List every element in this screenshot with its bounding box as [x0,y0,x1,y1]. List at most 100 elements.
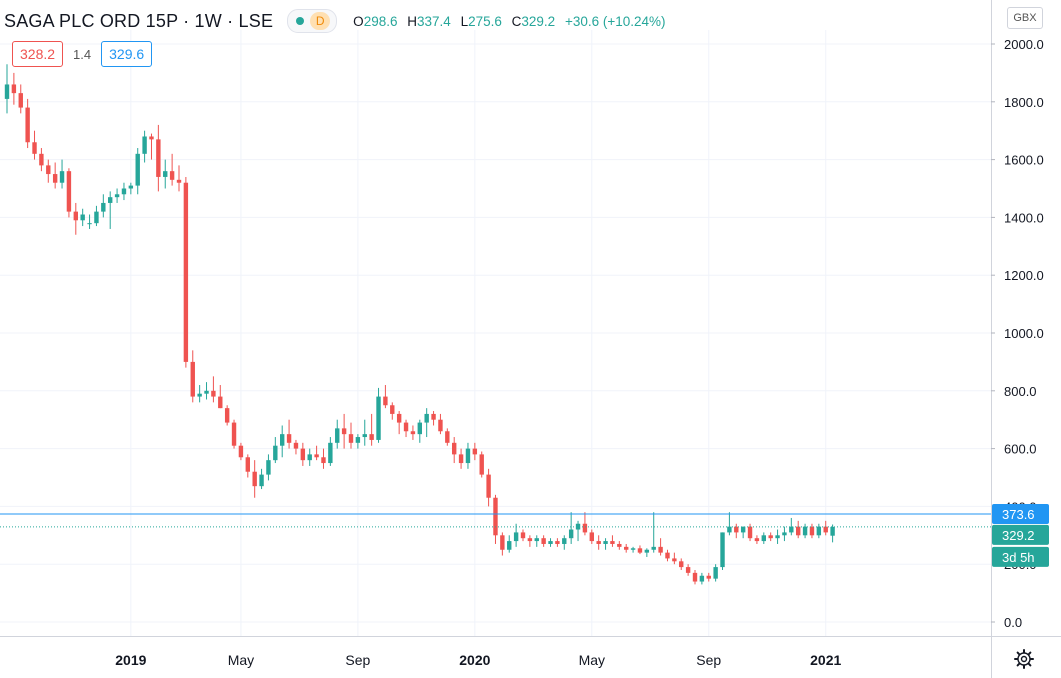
candle-body [651,546,656,550]
candle-body [727,526,732,533]
candle-body [548,541,553,544]
candle-body [52,174,58,183]
candle-body [355,437,361,443]
countdown-badge-bg [992,546,1049,567]
candle-body [280,434,285,446]
candle-body [507,541,512,550]
y-tick-label: 1600.0 [1004,153,1044,168]
candle-body [424,413,429,423]
candle-body [87,223,92,225]
close-label: C [511,13,522,29]
candle-body [610,541,615,544]
candle-body [101,202,106,212]
x-tick-label: 2021 [810,652,841,668]
candle-body [211,390,216,397]
candle-body [108,197,113,203]
y-tick-label: 1200.0 [1004,268,1044,283]
interval-badge: D [310,12,331,30]
y-tick-label: 600.0 [1004,442,1037,457]
candle-body [431,413,436,420]
candle-body [562,538,567,544]
candle-body [534,538,539,542]
candle-body [59,171,65,183]
candle-body [617,543,622,547]
candle-body [809,526,815,536]
candle-body [802,526,808,536]
candle-body [286,434,292,443]
currency-button[interactable]: GBX [1007,7,1043,29]
candle-body [128,185,134,189]
candle-body [713,567,718,579]
candle-body [830,526,835,536]
candle-body [513,532,519,542]
candle-body [369,434,374,440]
y-tick-label: 2000.0 [1004,37,1044,52]
y-tick-label: 1000.0 [1004,326,1044,341]
y-tick-label: 1400.0 [1004,210,1044,225]
candle-body [761,535,766,542]
gear-icon[interactable] [1013,648,1035,670]
candle-body [789,526,794,533]
candle-body [672,558,677,562]
candle-body [637,548,643,553]
buy-button[interactable]: 329.6 [101,41,153,67]
market-status-icon [296,17,305,25]
status-pill[interactable]: D [287,9,338,33]
candles [4,64,835,585]
candle-body [500,535,505,550]
candle-body [341,428,347,435]
candle-body [321,457,326,464]
high-price-badge-bg [992,504,1049,525]
open-value: 298.6 [363,13,398,29]
candle-body [575,523,581,530]
candle-body [362,434,367,438]
candle-body [121,188,127,195]
candle-body [630,548,636,550]
candle-body [589,532,594,542]
high-price-badge: 373.6 [1002,507,1035,522]
price-reference-lines [0,513,991,528]
candle-body [679,561,684,568]
candle-body [445,431,450,443]
candle-body [403,422,409,432]
candle-body [493,497,498,536]
candle-body [376,396,381,440]
candle-body [486,474,491,498]
candle-body [438,419,443,432]
candle-body [768,535,773,539]
sell-button[interactable]: 328.2 [12,41,64,67]
candle-body [176,179,182,183]
chart-header: SAGA PLC ORD 15P · 1W · LSE D O298.6 H33… [4,9,666,33]
low-value: 275.6 [468,13,502,29]
ohlc-readout: O298.6 H337.4 L275.6 C329.2 +30.6 (+10.2… [353,14,665,29]
high-label: H [407,13,417,29]
candle-body [754,538,760,542]
candle-body [273,445,278,461]
candle-body [224,408,230,423]
candle-body [699,575,705,582]
candle-body [252,471,257,487]
candle-body [94,211,99,224]
symbol-title[interactable]: SAGA PLC ORD 15P · 1W · LSE [4,10,274,31]
candle-body [231,422,237,446]
y-tick-label: 0.0 [1004,615,1022,630]
candle-body [314,454,319,458]
candle-body [73,211,78,221]
candle-body [582,523,588,533]
open-label: O [353,13,364,29]
candle-body [472,448,478,455]
candle-body [734,526,739,533]
candle-body [163,171,168,177]
candle-body [183,182,189,362]
candle-body [396,413,402,423]
candle-body [218,396,223,409]
candle-body [555,541,560,544]
candle-body [782,532,787,536]
candle-body [114,194,120,198]
candle-body [46,165,51,175]
x-tick-label: May [228,652,254,668]
countdown-badge: 3d 5h [1002,550,1035,565]
candle-body [796,526,801,536]
